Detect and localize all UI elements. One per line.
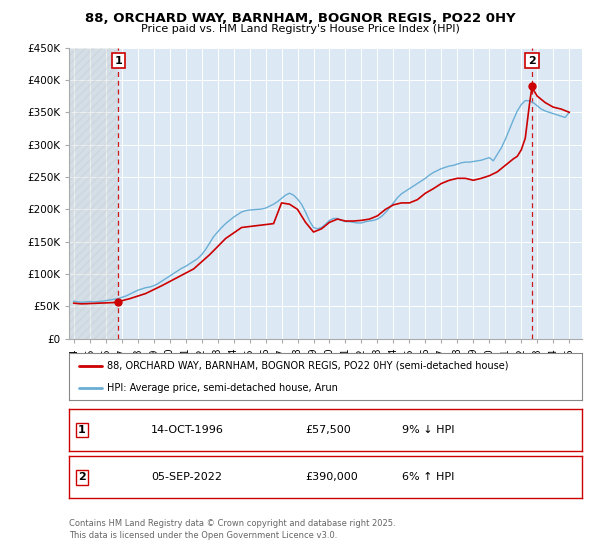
Text: £57,500: £57,500 <box>305 425 351 435</box>
Text: 2: 2 <box>78 473 86 482</box>
Text: 88, ORCHARD WAY, BARNHAM, BOGNOR REGIS, PO22 0HY: 88, ORCHARD WAY, BARNHAM, BOGNOR REGIS, … <box>85 12 515 25</box>
Text: 6% ↑ HPI: 6% ↑ HPI <box>403 473 455 482</box>
Text: 88, ORCHARD WAY, BARNHAM, BOGNOR REGIS, PO22 0HY (semi-detached house): 88, ORCHARD WAY, BARNHAM, BOGNOR REGIS, … <box>107 361 509 371</box>
Text: Price paid vs. HM Land Registry's House Price Index (HPI): Price paid vs. HM Land Registry's House … <box>140 24 460 34</box>
Text: £390,000: £390,000 <box>305 473 358 482</box>
Text: 9% ↓ HPI: 9% ↓ HPI <box>403 425 455 435</box>
Text: 1: 1 <box>78 425 86 435</box>
Text: 05-SEP-2022: 05-SEP-2022 <box>151 473 222 482</box>
Text: HPI: Average price, semi-detached house, Arun: HPI: Average price, semi-detached house,… <box>107 382 338 393</box>
Text: 2: 2 <box>528 55 536 66</box>
Text: Contains HM Land Registry data © Crown copyright and database right 2025.: Contains HM Land Registry data © Crown c… <box>69 520 395 529</box>
Text: 1: 1 <box>115 55 122 66</box>
Bar <box>69 48 118 339</box>
Text: This data is licensed under the Open Government Licence v3.0.: This data is licensed under the Open Gov… <box>69 531 337 540</box>
Text: 14-OCT-1996: 14-OCT-1996 <box>151 425 224 435</box>
